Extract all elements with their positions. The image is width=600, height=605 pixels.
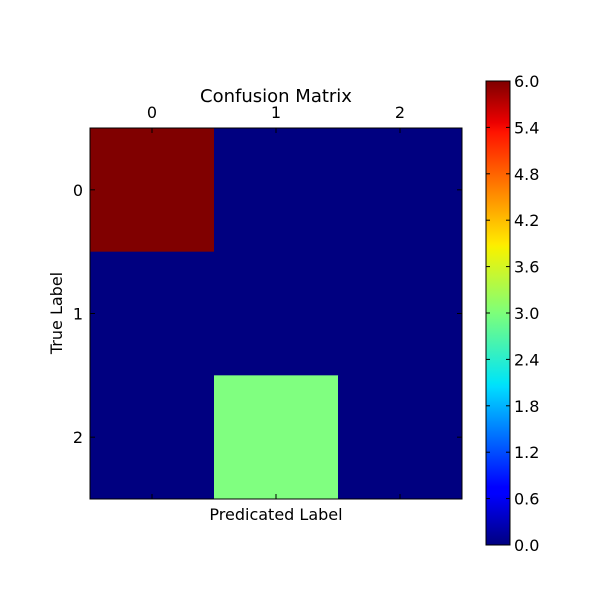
- colorbar-tick-label: 1.2: [514, 443, 539, 462]
- heatmap-cell-2-2: [338, 375, 463, 500]
- colorbar-tick-label: 4.2: [514, 211, 539, 230]
- heatmap-cell-0-1: [214, 128, 339, 253]
- heatmap-cell-2-0: [90, 375, 215, 500]
- y-tick-label: 0: [73, 181, 83, 200]
- x-tick-label: 2: [395, 103, 405, 122]
- x-axis-label: Predicated Label: [209, 505, 342, 524]
- colorbar-tick-label: 0.6: [514, 490, 539, 509]
- colorbar-tick-label: 2.4: [514, 350, 539, 369]
- y-axis-label: True Label: [47, 272, 66, 355]
- y-axis-ticks: 0 1 2: [73, 181, 462, 447]
- x-axis-ticks: 0 1 2: [147, 103, 405, 499]
- colorbar-ticks: 0.0 0.6 1.2 1.8 2.4 3.0 3.6 4.2 4.8 5.4 6.0: [486, 72, 539, 555]
- heatmap-cells: [90, 128, 463, 500]
- x-tick-label: 1: [271, 103, 281, 122]
- colorbar-tick-label: 1.8: [514, 397, 539, 416]
- colorbar-tick-label: 0.0: [514, 536, 539, 555]
- colorbar-tick-label: 3.6: [514, 258, 539, 277]
- heatmap-cell-1-0: [90, 251, 215, 376]
- x-tick-label: 0: [147, 103, 157, 122]
- heatmap-cell-2-1: [214, 375, 339, 500]
- heatmap-cell-1-2: [338, 251, 463, 376]
- colorbar-tick-label: 5.4: [514, 118, 539, 137]
- colorbar-tick-label: 6.0: [514, 72, 539, 91]
- y-tick-label: 1: [73, 305, 83, 324]
- chart-title: Confusion Matrix: [200, 86, 352, 107]
- colorbar-tick-label: 3.0: [514, 304, 539, 323]
- heatmap-cell-0-0: [90, 128, 215, 253]
- colorbar-tick-label: 4.8: [514, 165, 539, 184]
- heatmap-cell-0-2: [338, 128, 463, 253]
- heatmap-cell-1-1: [214, 251, 339, 376]
- y-tick-label: 2: [73, 428, 83, 447]
